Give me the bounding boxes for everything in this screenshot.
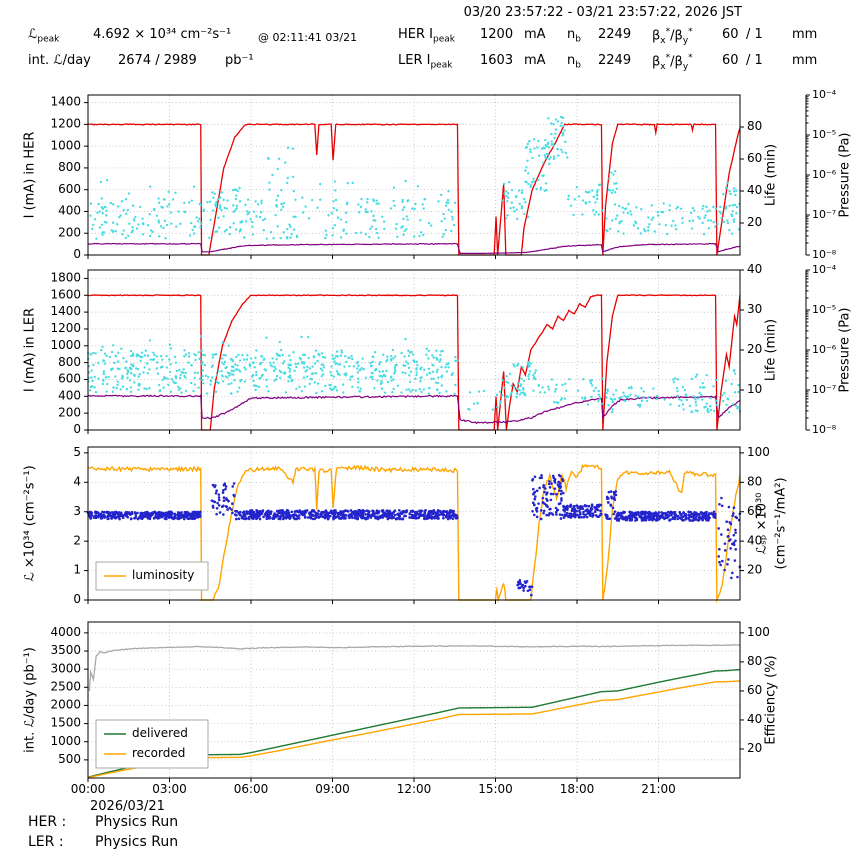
her-ipeak-label: HER Ipeak [398,27,455,45]
her-beta-value: 60 [722,27,739,42]
int-lum-unit: pb⁻¹ [225,53,254,68]
her-ipeak-unit: mA [524,27,546,42]
her-beta-value2: / 1 [746,27,763,42]
lum-peak-timestamp: @ 02:11:41 03/21 [258,31,358,44]
ler-nb-label: nb [567,53,581,71]
charts-canvas [0,88,864,833]
lum-peak-label: ℒpeak [28,27,60,45]
ler-run-status: Physics Run [95,834,179,850]
int-lum-value: 2674 / 2989 [118,53,197,68]
date-range-label: 03/20 23:57:22 - 03/21 23:57:22, 2026 JS… [463,5,742,20]
ler-beta-value2: / 1 [746,53,763,68]
ler-beta-value: 60 [722,53,739,68]
ler-ipeak-label: LER Ipeak [398,53,453,71]
ler-ipeak-value: 1603 [480,53,514,68]
her-beta-label: βx*/βy* [652,27,693,46]
her-nb-label: nb [567,27,581,45]
ler-ipeak-unit: mA [524,53,546,68]
int-lum-label: int. ℒ/day [28,53,91,68]
her-run-status: Physics Run [95,814,179,830]
ler-beta-unit: mm [792,53,818,68]
ler-nb-value: 2249 [598,53,632,68]
her-ipeak-value: 1200 [480,27,514,42]
lum-peak-value: 4.692 × 10³⁴ cm⁻²s⁻¹ [93,27,232,42]
her-nb-value: 2249 [598,27,632,42]
ler-beta-label: βx*/βy* [652,53,693,72]
her-beta-unit: mm [792,27,818,42]
ler-run-label: LER : [28,834,64,850]
her-run-label: HER : [28,814,67,830]
